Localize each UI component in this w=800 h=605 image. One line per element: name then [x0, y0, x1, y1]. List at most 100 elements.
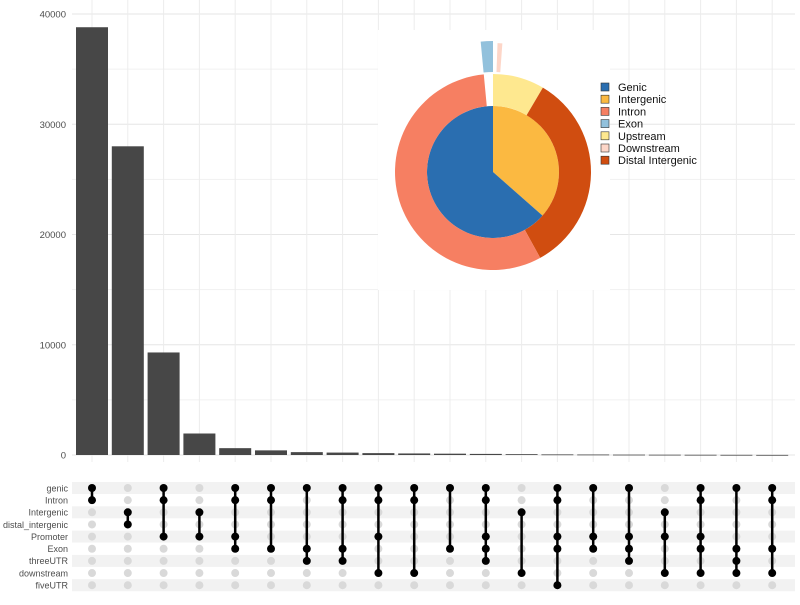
matrix-dot-inactive: [159, 544, 168, 553]
matrix-dot-inactive: [517, 496, 526, 505]
bar: [111, 146, 144, 456]
set-label: Promoter: [31, 532, 68, 542]
matrix-dot-active: [338, 544, 347, 553]
set-label: fiveUTR: [35, 581, 68, 591]
pie-slice-outer-distal-intergenic: [524, 87, 591, 258]
matrix-dot-inactive: [660, 496, 669, 505]
legend-label: Genic: [618, 82, 647, 94]
matrix-dot-inactive: [517, 581, 526, 590]
matrix-dot-inactive: [231, 556, 240, 565]
matrix-dot-active: [410, 569, 419, 578]
set-label: downstream: [19, 568, 68, 578]
matrix-dot-active: [267, 484, 275, 492]
y-tick-label: 10000: [40, 340, 66, 351]
matrix-dot-inactive: [481, 581, 490, 590]
legend-label: Distal Intergenic: [618, 155, 697, 167]
matrix-dot-inactive: [481, 569, 490, 578]
set-label: Exon: [47, 544, 68, 554]
matrix-dot-inactive: [267, 569, 275, 578]
matrix-dot-inactive: [195, 556, 204, 565]
matrix-dot-inactive: [696, 581, 705, 590]
bar: [505, 454, 538, 455]
matrix-dot-active: [374, 484, 383, 492]
matrix-dot-active: [195, 532, 204, 541]
pie-slice-outer-downstream: [496, 43, 503, 73]
matrix-dot-inactive: [88, 581, 96, 590]
matrix-row-stripe: [72, 530, 795, 543]
matrix-dot-active: [625, 556, 633, 565]
matrix-dot-active: [768, 569, 777, 578]
legend-swatch: [600, 94, 610, 104]
matrix-dot-inactive: [660, 484, 669, 492]
y-tick-label: 30000: [40, 120, 66, 131]
bar: [398, 453, 431, 455]
matrix-dot-active: [625, 532, 633, 541]
intersection-bars: [76, 27, 789, 456]
matrix-row-stripe: [72, 554, 795, 567]
matrix-dot-inactive: [195, 569, 204, 578]
matrix-dot-inactive: [267, 581, 275, 590]
legend-swatch: [600, 107, 610, 116]
matrix-dot-active: [589, 484, 598, 492]
bar: [434, 453, 466, 455]
matrix-dot-inactive: [589, 581, 598, 590]
matrix-dot-active: [159, 496, 168, 505]
matrix-dot-active: [88, 484, 96, 492]
pie-slice-outer-upstream: [493, 74, 543, 116]
matrix-dot-active: [768, 484, 777, 492]
matrix-dot-active: [159, 532, 168, 541]
legend-label: Downstream: [618, 143, 680, 155]
matrix-dot-inactive: [123, 569, 132, 578]
matrix-dot-active: [696, 544, 705, 553]
matrix-dot-inactive: [88, 532, 96, 541]
matrix-dot-inactive: [88, 544, 96, 553]
matrix-dot-active: [660, 508, 669, 517]
pie-slice-outer-exon: [480, 41, 493, 73]
matrix-dot-inactive: [302, 581, 311, 590]
matrix-dot-active: [696, 532, 705, 541]
bar: [541, 454, 574, 456]
matrix-dot-inactive: [302, 569, 311, 578]
matrix-dot-active: [696, 496, 705, 505]
matrix-dot-active: [732, 544, 741, 553]
matrix-dot-active: [553, 484, 562, 492]
bar: [684, 454, 717, 456]
legend-swatch: [600, 119, 610, 128]
matrix-dot-active: [768, 544, 777, 553]
matrix-dot-active: [553, 544, 562, 553]
matrix-dot-inactive: [159, 556, 168, 565]
matrix-dot-inactive: [195, 581, 204, 590]
legend-label: Exon: [618, 119, 643, 131]
matrix-dot-active: [517, 508, 526, 517]
matrix-dot-active: [338, 556, 347, 565]
legend-swatch: [600, 143, 610, 153]
matrix-dot-active: [302, 544, 311, 553]
matrix-dot-inactive: [231, 569, 240, 578]
matrix-dot-active: [410, 496, 419, 505]
bar: [720, 454, 753, 456]
y-axis: 0 10000 20000 30000 40000: [40, 10, 66, 462]
matrix-dot-active: [195, 508, 204, 517]
matrix-dot-active: [231, 484, 240, 492]
matrix-dot-active: [410, 484, 419, 492]
bar: [219, 448, 252, 455]
matrix-dot-active: [374, 532, 383, 541]
matrix-dot-active: [732, 556, 741, 565]
matrix-dot-inactive: [123, 581, 132, 590]
matrix-dot-inactive: [195, 484, 204, 492]
bar: [648, 454, 681, 456]
matrix-dot-active: [338, 496, 347, 505]
matrix-dot-inactive: [88, 520, 96, 529]
matrix-dot-active: [123, 520, 132, 529]
matrix-dot-active: [374, 496, 383, 505]
matrix-dot-inactive: [589, 569, 598, 578]
matrix-dot-inactive: [159, 581, 168, 590]
bar: [183, 433, 216, 455]
legend-swatch: [600, 131, 610, 141]
matrix-row-stripe: [72, 506, 795, 519]
matrix-dot-inactive: [517, 484, 526, 492]
matrix-dot-active: [88, 496, 96, 505]
matrix-dot-active: [553, 532, 562, 541]
set-label: distal_intergenic: [3, 520, 69, 530]
